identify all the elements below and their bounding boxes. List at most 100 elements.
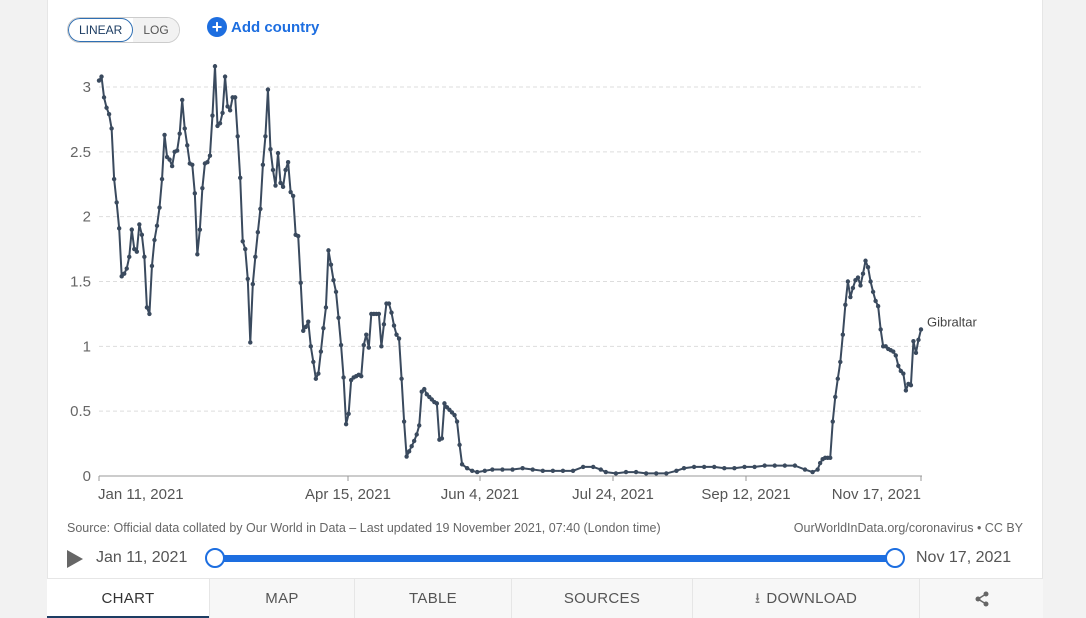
data-point: [916, 337, 921, 343]
data-point: [359, 373, 364, 379]
tab-download[interactable]: ⭳ DOWNLOAD: [692, 579, 919, 618]
data-point: [732, 466, 737, 471]
data-point: [422, 386, 427, 392]
data-point: [815, 467, 820, 472]
data-point: [308, 344, 314, 349]
data-point: [298, 280, 303, 285]
data-point: [550, 468, 556, 474]
data-point: [338, 342, 344, 348]
data-point: [908, 383, 914, 388]
chart-series: Gibraltar: [96, 64, 978, 476]
tab-table[interactable]: TABLE: [354, 579, 511, 618]
data-point: [838, 359, 843, 365]
data-point: [343, 421, 349, 427]
data-point: [464, 466, 470, 471]
data-point: [810, 469, 815, 475]
data-point: [633, 469, 639, 475]
y-axis: 0 0.5 1 1.5 2 2.5 3: [70, 79, 91, 485]
data-point: [346, 411, 351, 416]
data-point: [318, 349, 324, 354]
data-point: [275, 150, 281, 156]
data-point: [207, 153, 213, 158]
timeline-track[interactable]: [215, 555, 895, 562]
timeline-end-handle[interactable]: [885, 548, 905, 568]
plus-circle-icon: +: [207, 17, 227, 37]
data-point: [227, 108, 233, 113]
scale-toggle: LINEAR LOG: [67, 17, 180, 43]
data-point: [127, 254, 132, 260]
tab-download-label: DOWNLOAD: [766, 590, 858, 607]
data-point: [323, 305, 329, 310]
data-point: [482, 468, 487, 474]
data-point: [245, 276, 250, 282]
data-point: [469, 468, 475, 474]
log-scale-button[interactable]: LOG: [133, 18, 179, 42]
data-point: [288, 189, 293, 195]
data-point: [530, 467, 535, 472]
timeline-end-label: Nov 17, 2021: [916, 549, 1012, 566]
data-point: [313, 376, 319, 381]
data-point: [185, 143, 190, 148]
timeline-start-label: Jan 11, 2021: [96, 549, 188, 566]
data-point: [336, 315, 341, 321]
data-point: [101, 95, 107, 100]
y-tick-label: 0: [83, 468, 91, 485]
data-point: [364, 332, 369, 337]
data-point: [106, 112, 112, 117]
data-point: [858, 283, 863, 288]
data-point: [152, 237, 157, 243]
data-point: [918, 327, 924, 332]
tab-map[interactable]: MAP: [209, 579, 354, 618]
data-point: [475, 469, 480, 475]
data-point: [200, 185, 205, 191]
tab-sources[interactable]: SOURCES: [511, 579, 692, 618]
data-point: [285, 160, 291, 165]
data-point: [613, 471, 619, 476]
tab-chart[interactable]: CHART: [47, 579, 209, 618]
data-point: [782, 463, 788, 468]
data-point: [225, 104, 230, 109]
data-point: [855, 275, 861, 280]
data-point: [217, 121, 223, 126]
add-country-label: Add country: [231, 18, 320, 36]
data-point: [580, 464, 586, 470]
data-point: [843, 302, 848, 308]
data-point: [681, 466, 687, 471]
data-point: [190, 162, 195, 167]
data-point: [306, 319, 311, 324]
data-point: [490, 467, 495, 472]
data-point: [911, 338, 916, 344]
data-point: [268, 147, 273, 152]
tab-share[interactable]: [919, 579, 1043, 618]
play-icon[interactable]: [67, 550, 83, 568]
data-point: [893, 353, 898, 358]
data-point: [891, 349, 896, 354]
data-point: [283, 167, 288, 173]
linear-scale-button[interactable]: LINEAR: [68, 18, 134, 42]
timeline-start-handle[interactable]: [205, 548, 225, 568]
data-point: [802, 467, 808, 472]
data-point: [326, 248, 331, 253]
credit-link[interactable]: OurWorldInData.org/coronavirus • CC BY: [793, 521, 1023, 535]
x-tick-label: Nov 17, 2021: [832, 486, 921, 503]
data-point: [162, 132, 167, 138]
data-point: [260, 162, 266, 167]
data-point: [379, 344, 384, 349]
data-point: [333, 289, 339, 295]
data-point: [197, 227, 203, 232]
source-note: Source: Official data collated by Our Wo…: [67, 521, 661, 535]
data-point: [570, 468, 576, 474]
data-point: [295, 233, 301, 239]
data-point: [154, 223, 160, 228]
data-point: [868, 279, 873, 284]
series-label-gibraltar: Gibraltar: [927, 314, 978, 329]
add-country-button[interactable]: + Add country: [207, 17, 319, 37]
data-point: [603, 469, 609, 475]
data-point: [643, 471, 649, 476]
data-point: [701, 464, 707, 470]
share-icon: [975, 591, 988, 607]
data-point: [341, 375, 346, 380]
y-tick-label: 3: [83, 79, 91, 96]
data-point: [454, 419, 460, 424]
data-point: [124, 266, 129, 271]
